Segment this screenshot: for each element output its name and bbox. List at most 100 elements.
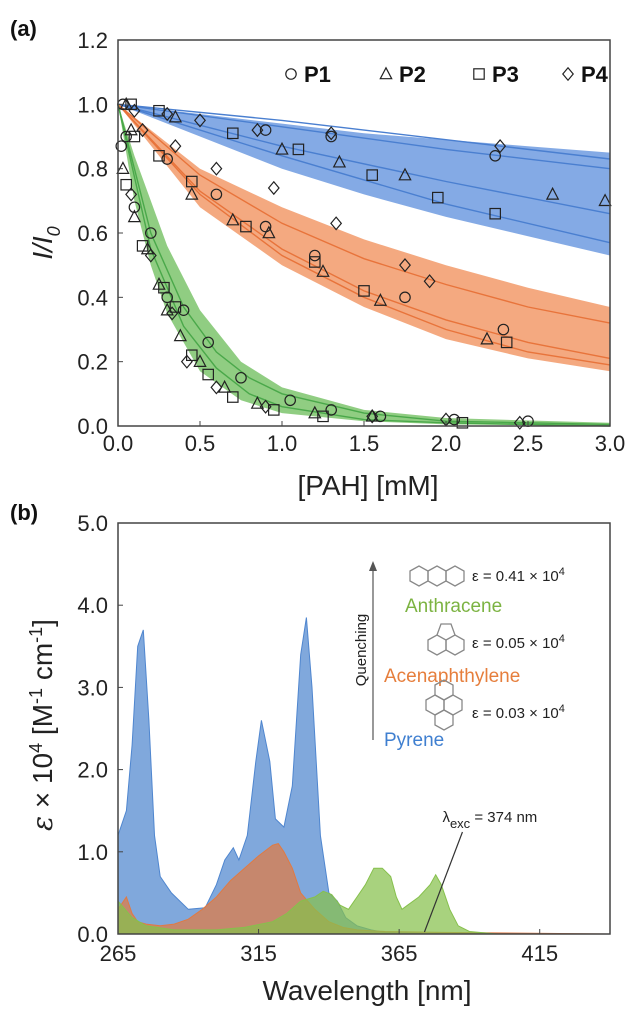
data-point-p4 — [251, 122, 264, 138]
acenaphthylene-structure-icon — [427, 623, 465, 656]
data-point-p2 — [127, 209, 142, 223]
y-tick-label: 0.8 — [77, 157, 108, 182]
y-tick-label: 0.2 — [77, 350, 108, 375]
data-point-p1 — [115, 140, 128, 152]
data-point-p4 — [267, 180, 280, 196]
panel-b-spectra — [117, 617, 611, 935]
data-point-p3 — [317, 410, 329, 423]
data-point-p1 — [202, 336, 214, 349]
data-point-p4 — [399, 258, 411, 273]
data-point-p2 — [173, 328, 188, 342]
data-point-p1 — [120, 130, 132, 143]
x-tick-label: 265 — [100, 941, 137, 966]
panel-a-fit-lines — [117, 103, 611, 427]
data-point-p4 — [494, 139, 507, 154]
x-tick-label: 365 — [381, 941, 418, 966]
fit-line-1-0 — [117, 103, 611, 324]
data-point-p1 — [284, 394, 296, 407]
excitation-annotation-sub: exc — [450, 816, 471, 831]
data-point-p4 — [128, 103, 141, 118]
data-point-p2 — [185, 186, 199, 200]
legend-marker-p3 — [473, 68, 485, 80]
excitation-annotation-line — [423, 831, 464, 933]
quenching-inset: Quenching ε = 0.41 × 104 Anthracene ε = … — [353, 561, 565, 751]
panel-b-ticks: 265 315 365 415 0.0 1.0 2.0 3.0 4.0 5.0 — [77, 511, 558, 966]
panel-a-legend: P1 P2 P3 P4 — [285, 62, 609, 87]
fit-line-1-2 — [117, 103, 611, 366]
fit-line-2-0 — [117, 104, 611, 426]
data-point-p1 — [145, 227, 157, 239]
data-point-p3 — [120, 178, 132, 191]
data-point-p3 — [358, 285, 370, 297]
excitation-annotation-main: λ — [442, 809, 450, 826]
y-tick-label: 4.0 — [77, 593, 108, 618]
data-point-p4 — [180, 354, 193, 369]
panel-b-x-axis-label: Wavelength [nm] — [262, 975, 471, 1006]
data-point-p3 — [128, 130, 141, 143]
data-point-p2 — [262, 225, 276, 239]
data-point-p2 — [332, 154, 347, 168]
anthracene-epsilon-main: ε = 0.41 × 10 — [472, 568, 559, 585]
excitation-annotation-rest: = 374 nm — [470, 809, 537, 826]
data-point-p1 — [308, 249, 321, 262]
x-tick-label: 2.0 — [431, 431, 462, 456]
data-point-p4 — [166, 306, 179, 321]
x-tick-label: 3.0 — [595, 431, 626, 456]
data-point-p1 — [177, 304, 190, 316]
data-point-p2 — [168, 109, 183, 123]
data-point-p4 — [161, 106, 174, 122]
y-tick-label: 2.0 — [77, 758, 108, 783]
data-point-p4 — [169, 139, 182, 154]
panel-a-x-axis-label: [PAH] [mM] — [297, 470, 438, 501]
legend-label-p4: P4 — [581, 62, 609, 87]
excitation-annotation: λexc = 374 nm — [442, 809, 537, 831]
anthracene-epsilon-exp: 4 — [559, 566, 565, 578]
fit-line-0-3 — [117, 103, 611, 244]
x-tick-label: 0.0 — [103, 431, 134, 456]
x-tick-label: 0.5 — [185, 431, 216, 456]
data-point-p3 — [136, 240, 149, 252]
panel-a: (a) 0.0 0.5 1.0 1.5 2.0 2.5 3.0 0.0 0.2 0.4 0.6 0.8… — [10, 16, 625, 501]
anthracene-epsilon: ε = 0.41 × 104 — [472, 566, 565, 585]
y-tick-label: 0.4 — [77, 285, 108, 310]
data-point-p3 — [309, 256, 321, 268]
data-point-p3 — [432, 191, 444, 204]
data-point-p3 — [169, 301, 182, 313]
data-point-p2 — [598, 193, 612, 207]
data-point-p3 — [125, 98, 137, 111]
data-point-p3 — [153, 150, 165, 162]
data-point-p3 — [240, 220, 252, 233]
panel-a-ticks: 0.0 0.5 1.0 1.5 2.0 2.5 3.0 0.0 0.2 0.4 0.6 0.8 1.0 1… — [77, 28, 625, 456]
data-point-p1 — [325, 404, 337, 416]
data-point-p1 — [448, 413, 460, 426]
panel-a-y-axis-label-sub: 0 — [44, 226, 64, 236]
data-point-p1 — [325, 130, 337, 143]
y-tick-label: 1.0 — [77, 92, 108, 117]
panel-a-y-axis-label: I/I0 — [27, 226, 64, 259]
panel-a-label: (a) — [10, 16, 37, 41]
panel-b-y-axis-label: ε × 104 [M-1 cm-1] — [26, 619, 59, 831]
acenaphthylene-epsilon: ε = 0.05 × 104 — [472, 633, 565, 652]
y-tick-label: 3.0 — [77, 675, 108, 700]
legend-marker-p1 — [285, 68, 297, 80]
quenching-arrow-head — [369, 561, 377, 571]
y-tick-label: 5.0 — [77, 511, 108, 536]
legend-label-p3: P3 — [492, 62, 519, 87]
data-point-p4 — [330, 216, 343, 231]
data-point-p4 — [513, 415, 526, 430]
legend-marker-p2 — [379, 66, 393, 80]
y-tick-label: 0.0 — [77, 414, 108, 439]
anthracene-structure-icon — [409, 565, 465, 587]
data-point-p1 — [259, 124, 272, 136]
data-point-p4 — [325, 126, 338, 141]
x-tick-label: 1.0 — [267, 431, 298, 456]
y-tick-label: 0.6 — [77, 221, 108, 246]
data-point-p2 — [275, 141, 289, 155]
legend-label-p2: P2 — [399, 62, 426, 87]
data-point-p1 — [161, 291, 173, 304]
data-point-p3 — [202, 368, 214, 381]
data-point-p3 — [227, 127, 239, 140]
legend-marker-p4 — [562, 66, 574, 82]
fit-line-0-2 — [117, 103, 611, 215]
